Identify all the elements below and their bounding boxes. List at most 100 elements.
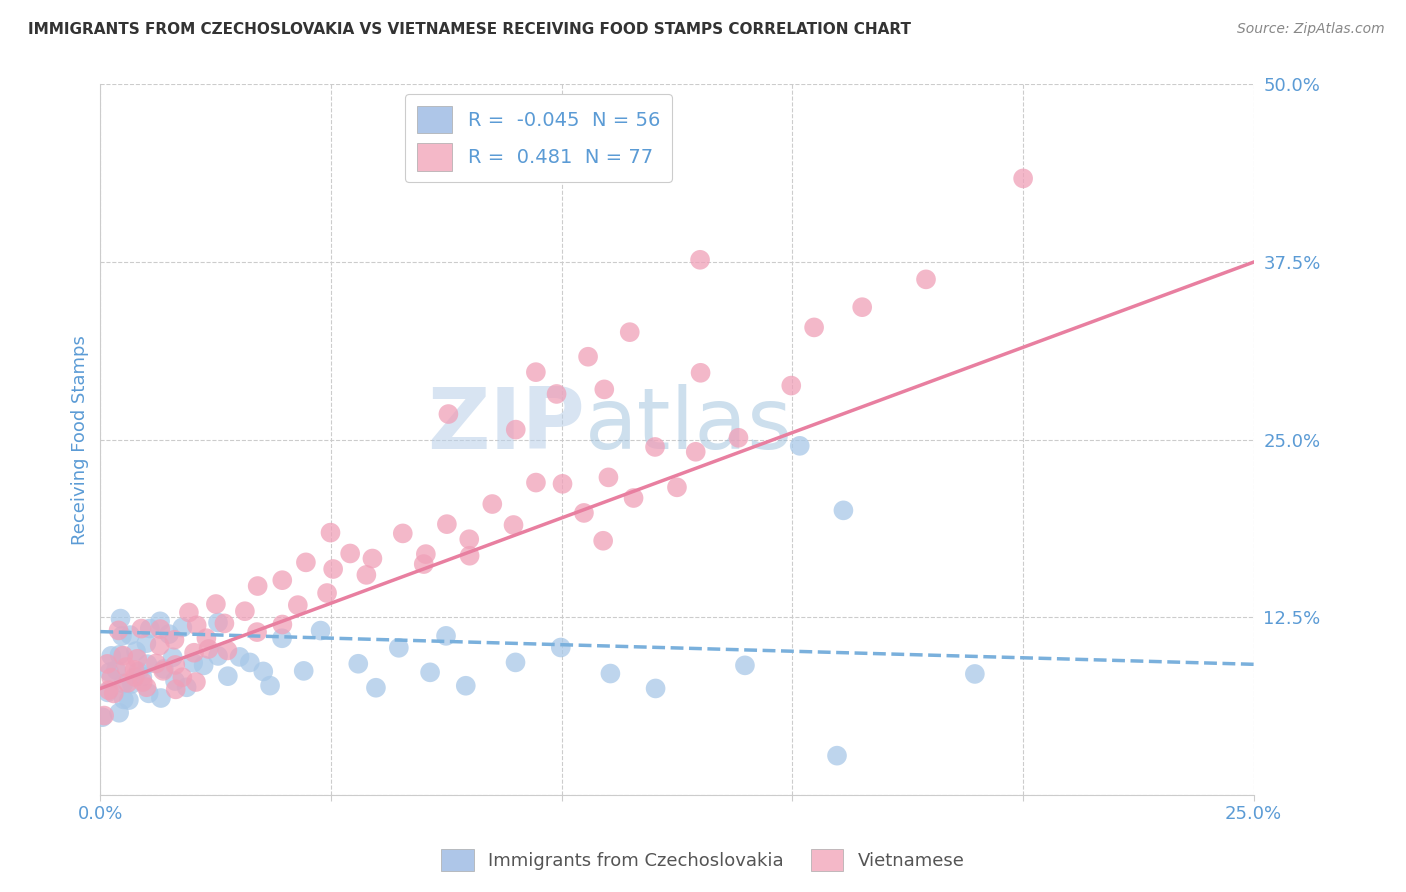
Point xyxy=(207,615,229,630)
Point xyxy=(97,685,120,699)
Text: ZIP: ZIP xyxy=(427,384,585,467)
Text: Source: ZipAtlas.com: Source: ZipAtlas.com xyxy=(1237,22,1385,37)
Point xyxy=(157,627,180,641)
Point xyxy=(592,533,614,548)
Point xyxy=(458,533,481,547)
Point xyxy=(436,517,458,532)
Point xyxy=(127,652,149,666)
Point xyxy=(963,667,986,681)
Point xyxy=(665,480,688,494)
Point xyxy=(623,491,645,505)
Point xyxy=(915,272,938,286)
Point xyxy=(593,383,616,397)
Point xyxy=(550,640,572,655)
Point xyxy=(689,366,711,380)
Point xyxy=(546,387,568,401)
Point xyxy=(112,676,135,690)
Point xyxy=(734,658,756,673)
Point xyxy=(121,677,143,691)
Point xyxy=(115,660,138,674)
Point xyxy=(233,604,256,618)
Point xyxy=(108,706,131,720)
Point xyxy=(415,547,437,561)
Point xyxy=(108,648,131,662)
Point xyxy=(524,365,547,379)
Point xyxy=(1012,171,1035,186)
Point xyxy=(287,598,309,612)
Point xyxy=(131,670,153,684)
Point xyxy=(197,642,219,657)
Point xyxy=(727,431,749,445)
Point xyxy=(685,444,707,458)
Point xyxy=(228,649,250,664)
Point xyxy=(193,658,215,673)
Point xyxy=(176,681,198,695)
Point xyxy=(644,681,666,696)
Point xyxy=(135,636,157,650)
Point xyxy=(239,656,262,670)
Point xyxy=(347,657,370,671)
Point xyxy=(172,670,194,684)
Point xyxy=(271,632,294,646)
Point xyxy=(576,350,599,364)
Point xyxy=(246,625,269,640)
Point xyxy=(458,549,481,563)
Point xyxy=(217,669,239,683)
Point xyxy=(292,664,315,678)
Point xyxy=(825,748,848,763)
Point xyxy=(780,378,803,392)
Point xyxy=(162,650,184,665)
Point xyxy=(149,639,172,653)
Point xyxy=(572,506,595,520)
Point xyxy=(118,693,141,707)
Point xyxy=(184,675,207,690)
Point xyxy=(149,615,172,629)
Point xyxy=(172,620,194,634)
Point xyxy=(163,673,186,688)
Point xyxy=(322,562,344,576)
Point xyxy=(177,606,200,620)
Point xyxy=(598,470,620,484)
Point xyxy=(181,656,204,670)
Point xyxy=(619,325,641,339)
Point xyxy=(124,663,146,677)
Point xyxy=(98,665,121,680)
Point xyxy=(205,597,228,611)
Point xyxy=(100,671,122,685)
Point xyxy=(364,681,387,695)
Point xyxy=(131,622,153,636)
Point xyxy=(789,439,811,453)
Point xyxy=(419,665,441,680)
Point xyxy=(91,710,114,724)
Point xyxy=(100,648,122,663)
Point xyxy=(319,525,342,540)
Point xyxy=(163,632,186,647)
Point xyxy=(93,708,115,723)
Text: IMMIGRANTS FROM CZECHOSLOVAKIA VS VIETNAMESE RECEIVING FOOD STAMPS CORRELATION C: IMMIGRANTS FROM CZECHOSLOVAKIA VS VIETNA… xyxy=(28,22,911,37)
Point xyxy=(112,692,135,706)
Point xyxy=(153,662,176,676)
Point xyxy=(135,680,157,694)
Point xyxy=(105,663,128,677)
Point xyxy=(112,648,135,663)
Point xyxy=(103,686,125,700)
Point xyxy=(195,631,218,645)
Point xyxy=(502,518,524,533)
Point xyxy=(110,611,132,625)
Point xyxy=(295,555,318,569)
Point xyxy=(316,586,339,600)
Point xyxy=(152,664,174,678)
Point xyxy=(391,526,413,541)
Point xyxy=(127,665,149,679)
Point xyxy=(339,546,361,560)
Point xyxy=(125,644,148,658)
Point xyxy=(246,579,269,593)
Point xyxy=(361,551,384,566)
Point xyxy=(124,670,146,684)
Point xyxy=(505,656,527,670)
Point xyxy=(252,665,274,679)
Point xyxy=(803,320,825,334)
Point xyxy=(165,657,187,672)
Point xyxy=(388,640,411,655)
Point xyxy=(689,252,711,267)
